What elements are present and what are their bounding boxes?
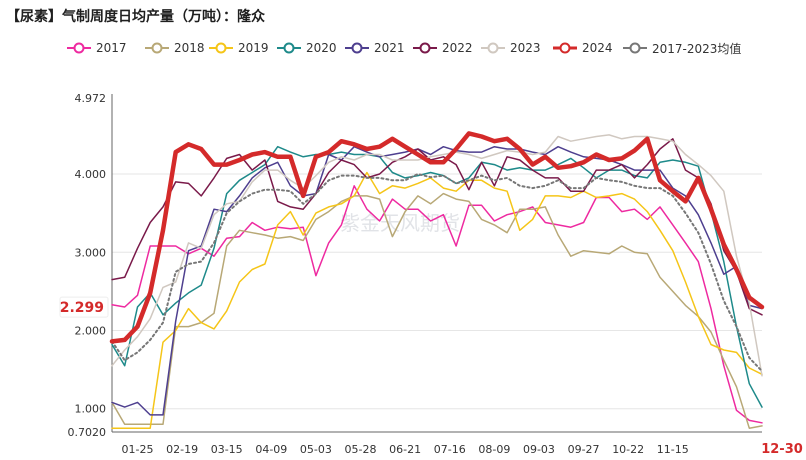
series-line-2024[interactable]	[109, 131, 765, 344]
x-tick-label: 11-15	[657, 443, 689, 456]
legend-item-2017-2023均值[interactable]: 2017-2023均值	[622, 38, 741, 58]
chart-title: 【尿素】气制周度日均产量（万吨）：隆众	[6, 9, 265, 25]
legend-line-circle-icon	[145, 42, 169, 54]
legend-line-circle-icon	[481, 42, 505, 54]
series-line-2018[interactable]	[111, 192, 763, 429]
y-tick-label: 2.000	[75, 324, 107, 337]
series-line-2021[interactable]	[111, 145, 763, 416]
series-line-2017-2023均值[interactable]	[111, 173, 763, 373]
y-tick-label: 3.000	[75, 246, 107, 259]
legend-item-2023[interactable]: 2023	[480, 38, 541, 58]
legend-label: 2018	[174, 41, 205, 55]
legend-line-circle-icon	[209, 42, 233, 54]
legend-item-2019[interactable]: 2019	[208, 38, 269, 58]
legend-label: 2023	[510, 41, 541, 55]
x-tick-label: 04-09	[255, 443, 287, 456]
legend-line-circle-icon	[345, 42, 369, 54]
x-tick-label: 01-25	[122, 443, 154, 456]
y-tick-label: 4.972	[75, 92, 107, 105]
series-line-2019[interactable]	[111, 171, 763, 429]
x-tick-label: 10-22	[612, 443, 644, 456]
legend-label: 2017	[96, 41, 127, 55]
legend-item-2024[interactable]: 2024	[552, 38, 613, 58]
legend-label: 2021	[374, 41, 405, 55]
last-value-label: 2.299	[60, 300, 104, 316]
x-tick-label: 12-30	[761, 442, 803, 457]
x-tick-label: 07-16	[434, 443, 466, 456]
x-tick-label: 05-28	[345, 443, 377, 456]
legend-item-2018[interactable]: 2018	[144, 38, 205, 58]
legend-line-circle-icon	[277, 42, 301, 54]
legend: 2017 2018 2019 2020 2021 2022 2023 2024 2017-202…	[0, 38, 806, 60]
legend-item-2017[interactable]: 2017	[66, 38, 127, 58]
series-line-2017[interactable]	[111, 185, 763, 424]
legend-label: 2022	[442, 41, 473, 55]
x-tick-label: 08-09	[478, 443, 510, 456]
legend-label: 2019	[238, 41, 269, 55]
legend-item-2021[interactable]: 2021	[344, 38, 405, 58]
legend-label: 2024	[582, 41, 613, 55]
legend-label: 2020	[306, 41, 337, 55]
legend-line-circle-icon	[623, 42, 647, 54]
series-line-2023[interactable]	[111, 134, 763, 377]
legend-line-circle-icon	[413, 42, 437, 54]
legend-line-circle-icon	[553, 42, 577, 54]
y-tick-label: 4.000	[75, 168, 107, 181]
x-tick-label: 06-21	[389, 443, 421, 456]
legend-label: 2017-2023均值	[652, 41, 742, 56]
legend-line-circle-icon	[67, 42, 91, 54]
legend-item-2022[interactable]: 2022	[412, 38, 473, 58]
last-value-box	[59, 296, 109, 318]
x-tick-label: 03-15	[211, 443, 243, 456]
y-tick-label: 0.7020	[68, 426, 107, 439]
x-tick-label: 05-03	[300, 443, 332, 456]
x-tick-label: 09-27	[568, 443, 600, 456]
y-tick-label: 1.000	[75, 403, 107, 416]
x-tick-label: 02-19	[166, 443, 198, 456]
x-tick-label: 09-03	[523, 443, 555, 456]
legend-item-2020[interactable]: 2020	[276, 38, 337, 58]
